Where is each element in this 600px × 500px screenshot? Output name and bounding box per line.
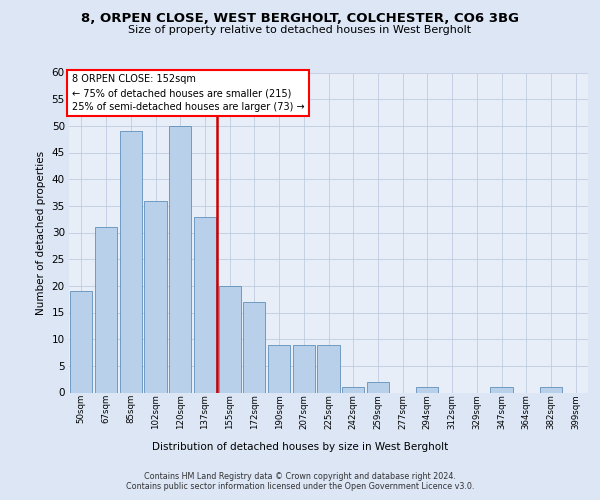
Bar [416, 387, 439, 392]
Text: 8, ORPEN CLOSE, WEST BERGHOLT, COLCHESTER, CO6 3BG: 8, ORPEN CLOSE, WEST BERGHOLT, COLCHESTE… [81, 12, 519, 26]
Bar [243, 302, 265, 392]
Text: Size of property relative to detached houses in West Bergholt: Size of property relative to detached ho… [128, 25, 472, 35]
Text: Contains public sector information licensed under the Open Government Licence v3: Contains public sector information licen… [126, 482, 474, 491]
Bar [268, 344, 290, 393]
Bar [317, 344, 340, 393]
Bar [145, 200, 167, 392]
Y-axis label: Number of detached properties: Number of detached properties [36, 150, 46, 314]
Bar [367, 382, 389, 392]
Text: 8 ORPEN CLOSE: 152sqm
← 75% of detached houses are smaller (215)
25% of semi-det: 8 ORPEN CLOSE: 152sqm ← 75% of detached … [71, 74, 304, 112]
Bar [540, 387, 562, 392]
Text: Contains HM Land Registry data © Crown copyright and database right 2024.: Contains HM Land Registry data © Crown c… [144, 472, 456, 481]
Bar [342, 387, 364, 392]
Bar [490, 387, 512, 392]
Bar [194, 216, 216, 392]
Bar [119, 131, 142, 392]
Bar [95, 227, 117, 392]
Text: Distribution of detached houses by size in West Bergholt: Distribution of detached houses by size … [152, 442, 448, 452]
Bar [293, 344, 315, 393]
Bar [169, 126, 191, 392]
Bar [70, 291, 92, 392]
Bar [218, 286, 241, 393]
